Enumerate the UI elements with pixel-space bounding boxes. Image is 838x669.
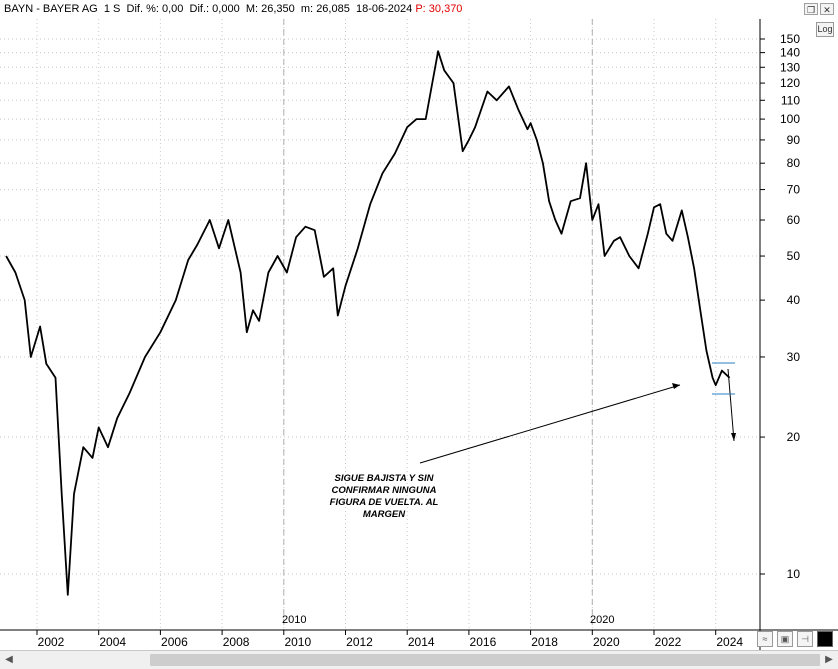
restore-icon[interactable]: ❐: [804, 3, 818, 15]
projection-arrow: [727, 368, 736, 442]
x-tick-label: 2002: [38, 635, 65, 649]
year-tag-2020: 2020: [590, 614, 615, 626]
scroll-right-icon[interactable]: ▶: [825, 654, 833, 665]
x-tick-label: 2020: [593, 635, 620, 649]
x-tick-label: 2004: [99, 635, 126, 649]
wave-tool-icon[interactable]: ≈: [757, 631, 773, 647]
y-tick-label: 20: [787, 430, 801, 444]
x-tick-label: 2014: [408, 635, 435, 649]
window-controls: ❐ ✕: [804, 3, 834, 17]
y-tick-label: 50: [787, 249, 801, 263]
y-tick-label: 60: [787, 213, 801, 227]
y-tick-label: 10: [787, 567, 801, 581]
y-tick-label: 40: [787, 293, 801, 307]
grid: [0, 19, 760, 630]
x-tick-label: 2012: [346, 635, 373, 649]
x-tick-label: 2008: [223, 635, 250, 649]
y-tick-label: 140: [780, 46, 800, 60]
chart-tools: ≈ ▣ ⊣: [757, 631, 833, 649]
range-box: [712, 362, 735, 395]
title-bar: BAYN - BAYER AG 1 S Dif. %: 0,00 Dif.: 0…: [0, 0, 838, 19]
log-scale-button[interactable]: Log: [816, 22, 834, 37]
y-tick-label: 80: [787, 156, 801, 170]
scroll-thumb[interactable]: [150, 654, 820, 666]
quote-header: BAYN - BAYER AG 1 S Dif. %: 0,00 Dif.: 0…: [4, 3, 463, 15]
y-tick-label: 100: [780, 112, 800, 126]
horizontal-scrollbar[interactable]: ◀ ▶: [0, 650, 838, 669]
y-tick-label: 30: [787, 350, 801, 364]
price-series-line: [5, 50, 731, 596]
y-tick-label: 110: [781, 93, 800, 107]
annotation-note: SIGUE BAJISTA Y SIN CONFIRMAR NINGUNA FI…: [329, 473, 439, 520]
x-tick-label: 2024: [716, 635, 743, 649]
price-readout: P: 30,370: [415, 3, 463, 15]
x-tick-label: 2006: [161, 635, 188, 649]
save-icon[interactable]: ▣: [777, 631, 793, 647]
y-tick-label: 90: [787, 133, 801, 147]
y-tick-label: 150: [780, 32, 800, 46]
close-icon[interactable]: ✕: [820, 3, 834, 15]
annotation-arrow: [419, 383, 681, 464]
x-axis: 2002 2004 2006 2008 2010 2012 2014 2016 2018 2020…: [36, 630, 743, 649]
plot-area: [0, 19, 760, 630]
y-tick-label: 70: [787, 183, 801, 197]
scroll-left-icon[interactable]: ◀: [5, 654, 13, 665]
color-swatch[interactable]: [817, 631, 833, 647]
year-tag-2010: 2010: [282, 614, 307, 626]
x-tick-label: 2022: [655, 635, 682, 649]
x-tick-label: 2010: [284, 635, 311, 649]
pin-icon[interactable]: ⊣: [797, 631, 813, 647]
x-tick-label: 2018: [531, 635, 558, 649]
y-tick-label: 120: [780, 76, 800, 90]
y-tick-label: 130: [780, 60, 800, 74]
x-tick-label: 2016: [470, 635, 497, 649]
